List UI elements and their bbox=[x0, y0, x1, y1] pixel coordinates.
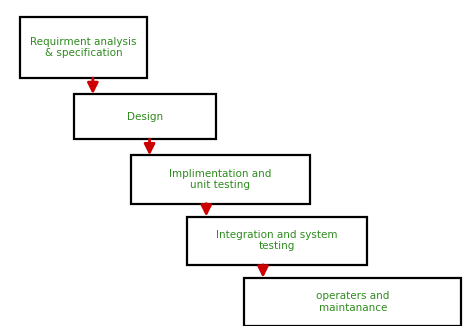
FancyBboxPatch shape bbox=[74, 94, 216, 139]
FancyBboxPatch shape bbox=[131, 155, 310, 204]
Text: Design: Design bbox=[127, 111, 163, 122]
FancyBboxPatch shape bbox=[187, 216, 367, 265]
Text: Integration and system
testing: Integration and system testing bbox=[217, 230, 338, 251]
Text: operaters and
maintanance: operaters and maintanance bbox=[316, 291, 390, 313]
FancyBboxPatch shape bbox=[244, 278, 462, 326]
Text: Implimentation and
unit testing: Implimentation and unit testing bbox=[169, 169, 272, 190]
Text: Requirment analysis
& specification: Requirment analysis & specification bbox=[30, 37, 137, 58]
FancyBboxPatch shape bbox=[19, 17, 147, 78]
